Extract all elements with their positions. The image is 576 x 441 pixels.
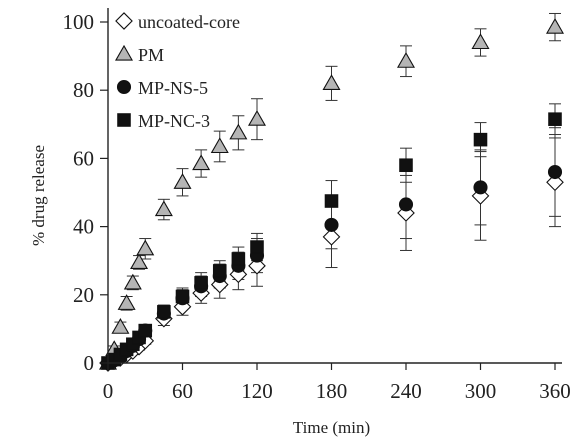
mp-nc-3-point [231, 252, 246, 266]
legend-label: PM [138, 45, 164, 65]
data-markers [98, 17, 565, 372]
legend-marker [114, 44, 134, 61]
mp-nc-3-point [194, 276, 208, 290]
y-axis-title: % drug release [29, 145, 48, 246]
uncoated-core-point [397, 204, 415, 222]
pm-point [130, 253, 149, 270]
legend-marker [116, 79, 132, 95]
legend-label: uncoated-core [138, 12, 240, 32]
pm-point [123, 273, 142, 290]
mp-ns-5-point [473, 180, 488, 195]
plot-area [98, 12, 565, 372]
y-tick-label: 60 [73, 146, 94, 170]
mp-nc-3-point [324, 194, 339, 208]
uncoated-core-point [322, 227, 341, 246]
y-ticks: 0 20 40 60 80 100 [63, 10, 108, 375]
pm-point [117, 294, 136, 310]
mp-nc-3-point [212, 264, 227, 278]
mp-ns-5-point [547, 164, 563, 180]
pm-point [173, 173, 192, 189]
legend-label: MP-NS-5 [138, 78, 208, 98]
mp-nc-3-point [250, 240, 264, 254]
x-tick-label: 0 [103, 379, 114, 403]
y-tick-label: 40 [73, 215, 94, 239]
pm-point [154, 200, 173, 217]
y-tick-label: 80 [73, 78, 94, 102]
pm-point [111, 318, 130, 334]
y-tick-label: 0 [84, 351, 95, 375]
legend-item: PM [114, 44, 164, 65]
pm-point [229, 123, 248, 140]
pm-point [545, 17, 565, 34]
y-tick-label: 20 [73, 283, 94, 307]
pm-point [471, 33, 490, 50]
x-tick-label: 120 [241, 379, 273, 403]
y-tick-label: 100 [63, 10, 95, 34]
mp-nc-3-point [175, 289, 190, 304]
mp-nc-3-point [399, 158, 413, 173]
x-tick-label: 300 [465, 379, 497, 403]
x-tick-label: 240 [390, 379, 422, 403]
mp-nc-3-point [138, 323, 153, 338]
legend-marker [117, 113, 131, 127]
pm-point [322, 74, 341, 90]
legend: uncoated-core PM MP-NS-5 MP-NC-3 [114, 12, 240, 131]
legend-marker [115, 12, 133, 30]
pm-point [247, 110, 267, 126]
uncoated-core-point [248, 256, 266, 275]
legend-item: MP-NC-3 [117, 111, 210, 131]
x-tick-label: 180 [316, 379, 348, 403]
mp-ns-5-point [324, 217, 339, 232]
legend-item: MP-NS-5 [116, 78, 208, 98]
pm-point [192, 154, 211, 171]
legend-label: MP-NC-3 [138, 111, 210, 131]
x-ticks: 0 60 120 180 240 300 360 [103, 363, 571, 403]
legend-item: uncoated-core [115, 12, 240, 32]
x-axis-title: Time (min) [293, 418, 370, 437]
x-tick-label: 60 [172, 379, 193, 403]
pm-point [210, 137, 229, 154]
mp-nc-3-point [157, 305, 171, 319]
pm-point [396, 52, 416, 68]
mp-ns-5-point [398, 197, 414, 212]
mp-nc-3-point [473, 132, 488, 147]
pm-point [136, 239, 155, 256]
uncoated-core-point [546, 173, 564, 192]
mp-nc-3-point [548, 112, 562, 126]
x-tick-label: 360 [539, 379, 571, 403]
